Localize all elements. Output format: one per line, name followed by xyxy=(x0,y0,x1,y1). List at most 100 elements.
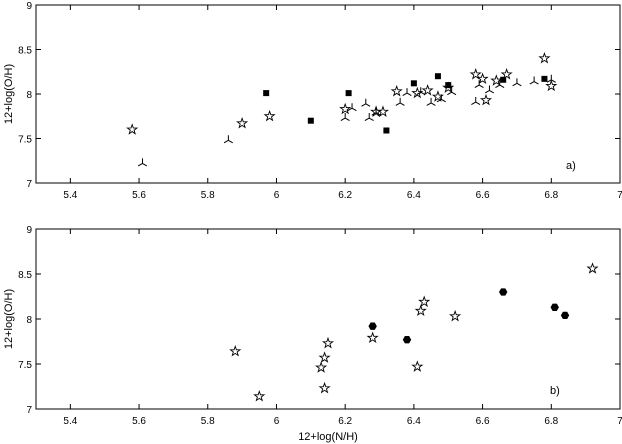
square-marker xyxy=(345,90,352,97)
y-tick-label: 8.5 xyxy=(18,46,32,57)
square-marker xyxy=(263,90,270,97)
star-marker xyxy=(366,331,379,344)
x-tick-label: 5.4 xyxy=(63,190,77,201)
square-marker xyxy=(445,82,452,89)
x-tick-label: 6.2 xyxy=(338,416,352,427)
star-marker xyxy=(545,79,558,92)
x-tick-label: 6 xyxy=(274,190,280,201)
tripod-marker xyxy=(447,87,457,96)
x-axis-title: 12+log(N/H) xyxy=(298,431,358,443)
y-tick-label: 7 xyxy=(26,405,32,416)
hexagon-marker xyxy=(550,303,559,311)
star-marker xyxy=(339,102,352,115)
star-marker xyxy=(476,72,489,85)
x-tick-label: 6.4 xyxy=(407,416,421,427)
star-marker xyxy=(236,116,249,129)
panel-label-a: a) xyxy=(566,160,576,172)
tripod-marker xyxy=(371,107,381,116)
plot-frame-a xyxy=(35,4,621,184)
x-tick-label: 7 xyxy=(617,190,622,201)
star-marker xyxy=(318,381,331,394)
hexagon-marker xyxy=(560,311,570,320)
star-marker xyxy=(315,361,328,373)
y-tick-label: 7 xyxy=(26,179,32,190)
star-marker xyxy=(414,304,427,317)
x-tick-label: 6 xyxy=(274,416,280,427)
tripod-marker xyxy=(512,78,522,87)
panel-label-b: b) xyxy=(550,385,560,397)
square-marker xyxy=(383,127,390,134)
plot-frame-b xyxy=(35,228,621,410)
y-tick-label: 9 xyxy=(26,225,32,236)
star-marker xyxy=(538,52,551,64)
axis-ticks-a: 5.4 5.6 5.8 6 6.2 6.4 6.6 6.8 7 7 7.5 8 8.5 9 xyxy=(18,1,622,201)
y-axis-title-a: 12+log(O/H) xyxy=(3,64,15,124)
hexagon-marker xyxy=(368,322,377,330)
x-tick-label: 6.8 xyxy=(544,416,558,427)
tripod-marker xyxy=(426,97,436,106)
panel-a: 5.4 5.6 5.8 6 6.2 6.4 6.6 6.8 7 7 7.5 8 8.5 9 12+log(… xyxy=(3,1,622,201)
markers-a xyxy=(126,52,558,167)
x-tick-label: 6.8 xyxy=(544,190,558,201)
star-marker xyxy=(253,390,266,402)
tripod-marker xyxy=(529,76,539,85)
star-marker xyxy=(418,295,431,308)
star-marker xyxy=(586,262,599,274)
y-tick-label: 9 xyxy=(26,1,32,12)
x-tick-label: 5.6 xyxy=(132,416,146,427)
tripod-marker xyxy=(364,113,374,121)
tripod-marker xyxy=(361,98,371,107)
star-marker xyxy=(321,336,335,349)
tripod-marker xyxy=(347,103,357,112)
square-marker xyxy=(541,75,548,82)
star-marker xyxy=(490,74,503,86)
x-tick-label: 6.2 xyxy=(338,190,352,201)
star-marker xyxy=(411,360,424,372)
tripod-marker xyxy=(223,135,233,144)
tripod-marker xyxy=(484,85,495,94)
x-tick-label: 7 xyxy=(617,416,622,427)
square-marker xyxy=(434,73,441,80)
hexagon-marker xyxy=(499,288,508,296)
star-marker xyxy=(442,81,455,93)
y-tick-label: 7.5 xyxy=(18,135,32,146)
y-tick-label: 8 xyxy=(26,315,32,326)
tripod-marker xyxy=(546,74,556,83)
star-marker xyxy=(318,351,331,363)
star-marker xyxy=(500,68,513,80)
star-marker xyxy=(449,309,462,322)
y-tick-label: 8 xyxy=(26,90,32,101)
x-tick-label: 5.8 xyxy=(201,416,215,427)
star-marker xyxy=(376,105,390,117)
tripod-marker xyxy=(137,158,148,167)
hexagon-marker xyxy=(402,336,412,344)
y-tick-label: 7.5 xyxy=(18,360,32,371)
x-tick-label: 6.6 xyxy=(476,416,490,427)
star-marker xyxy=(263,109,276,122)
star-marker xyxy=(390,84,403,97)
star-marker xyxy=(229,345,242,357)
axis-ticks-b: 5.4 5.6 5.8 6 6.2 6.4 6.6 6.8 7 7 7.5 8 8.5 9 xyxy=(18,225,622,427)
star-marker xyxy=(126,123,139,135)
tripod-marker xyxy=(402,88,412,97)
tripod-marker xyxy=(474,80,484,89)
markers-b xyxy=(229,262,599,402)
x-tick-label: 5.6 xyxy=(132,190,146,201)
star-marker xyxy=(469,68,482,80)
tripod-marker xyxy=(340,113,350,121)
star-marker xyxy=(479,93,493,106)
tripod-marker xyxy=(436,94,446,103)
square-marker xyxy=(307,117,314,124)
panel-b: 5.4 5.6 5.8 6 6.2 6.4 6.6 6.8 7 7 7.5 8 8.5 9 12+log(… xyxy=(3,225,622,443)
tripod-marker xyxy=(471,97,481,105)
tripod-marker xyxy=(416,87,426,96)
square-marker xyxy=(500,76,507,83)
square-marker xyxy=(410,80,417,87)
y-axis-title-b: 12+log(O/H) xyxy=(3,289,15,349)
x-tick-label: 6.6 xyxy=(476,190,490,201)
x-tick-label: 5.4 xyxy=(63,416,77,427)
star-marker xyxy=(421,84,434,96)
tripod-marker xyxy=(495,80,505,89)
y-tick-label: 8.5 xyxy=(18,270,32,281)
